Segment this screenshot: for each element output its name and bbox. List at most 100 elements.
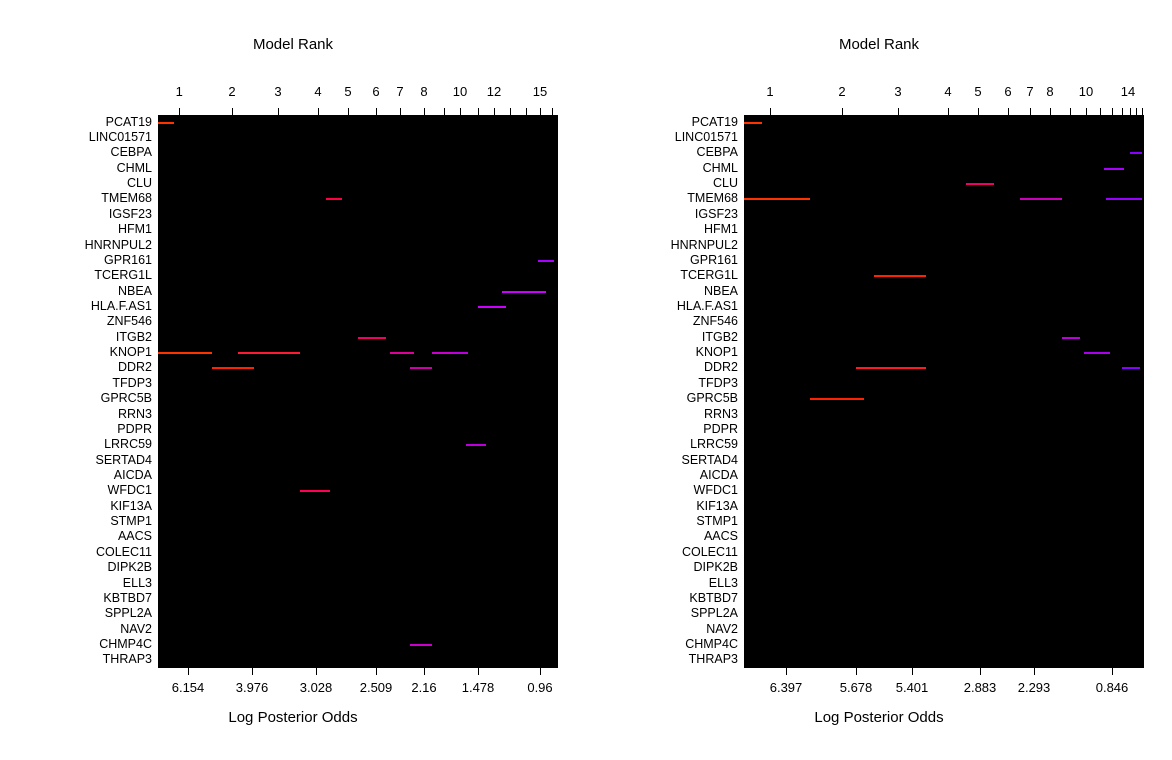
top-tick-mark [1130,108,1131,115]
top-tick-mark [1030,108,1031,115]
y-axis-label: SPPL2A [691,606,738,620]
top-tick-label: 8 [420,84,427,99]
plot-area [158,115,558,668]
y-axis-label: GPRC5B [687,391,738,405]
top-tick-label: 15 [533,84,547,99]
top-tick-mark [1122,108,1123,115]
heatmap-segment [300,490,330,492]
y-axis-label: TCERG1L [680,268,738,282]
y-axis-label: GPR161 [104,253,152,267]
bottom-tick-mark [376,668,377,675]
top-tick-label: 5 [974,84,981,99]
y-axis-label: CHML [703,161,738,175]
bottom-tick-mark [316,668,317,675]
top-tick-label: 12 [487,84,501,99]
y-axis-label: AICDA [700,468,738,482]
bottom-tick-mark [540,668,541,675]
y-axis-label: IGSF23 [109,207,152,221]
y-axis-label: HFM1 [704,222,738,236]
y-axis-label: HLA.F.AS1 [677,299,738,313]
bottom-tick-mark [786,668,787,675]
y-axis-label: HFM1 [118,222,152,236]
panel-right: Model Rank Log Posterior Odds PCAT19LINC… [586,0,1172,760]
bottom-tick-label: 1.478 [462,680,495,695]
top-tick-mark [842,108,843,115]
y-axis-label: THRAP3 [689,652,738,666]
y-axis-label: COLEC11 [96,545,152,559]
bottom-tick-mark [188,668,189,675]
y-axis-label: PCAT19 [692,115,738,129]
y-axis-label: LINC01571 [89,130,152,144]
y-axis-label: TFDP3 [698,376,738,390]
top-tick-mark [1142,108,1143,115]
bottom-tick-label: 0.96 [527,680,552,695]
y-axis-label: KBTBD7 [103,591,152,605]
heatmap-segment [810,398,864,400]
y-axis-label: HNRNPUL2 [85,238,152,252]
top-tick-mark [278,108,279,115]
heatmap-segment [1020,198,1062,200]
heatmap-segment [358,337,386,339]
top-tick-mark [1136,108,1137,115]
top-tick-label: 5 [344,84,351,99]
y-axis-label: DDR2 [704,360,738,374]
y-axis-label: TMEM68 [687,191,738,205]
heatmap-segment [410,644,432,646]
bottom-axis-title-left: Log Posterior Odds [0,709,586,726]
top-tick-mark [770,108,771,115]
y-axis-label: NBEA [118,284,152,298]
y-axis-label: CEBPA [111,145,152,159]
plot-area [744,115,1144,668]
top-tick-label: 3 [274,84,281,99]
bottom-tick-mark [856,668,857,675]
y-axis-label: THRAP3 [103,652,152,666]
top-tick-mark [1086,108,1087,115]
top-tick-mark [179,108,180,115]
top-tick-mark [1050,108,1051,115]
y-axis-label: SERTAD4 [681,453,738,467]
top-tick-label: 10 [1079,84,1093,99]
y-axis-label: ELL3 [709,576,738,590]
y-axis-label: IGSF23 [695,207,738,221]
heatmap-segment [1104,168,1124,170]
top-tick-mark [444,108,445,115]
heatmap-segment [874,275,926,277]
heatmap-segment [390,352,414,354]
bottom-tick-label: 6.397 [770,680,803,695]
y-axis-label: KBTBD7 [689,591,738,605]
top-tick-mark [400,108,401,115]
y-axis-label: ITGB2 [116,330,152,344]
top-tick-label: 1 [766,84,773,99]
y-axis-label: ZNF546 [107,314,152,328]
top-tick-label: 6 [1004,84,1011,99]
heatmap-segment [856,367,926,369]
bottom-tick-label: 0.846 [1096,680,1129,695]
panels-container: Model Rank Log Posterior Odds PCAT19LINC… [0,0,1172,760]
top-tick-mark [898,108,899,115]
y-axis-label: AACS [118,529,152,543]
y-axis-label: CLU [713,176,738,190]
y-axis-label: PCAT19 [106,115,152,129]
bottom-tick-label: 2.509 [360,680,393,695]
bottom-tick-mark [478,668,479,675]
top-tick-mark [318,108,319,115]
top-tick-label: 7 [396,84,403,99]
bottom-tick-mark [424,668,425,675]
heatmap-segment [1130,152,1142,154]
heatmap-segment [410,367,432,369]
heatmap-segment [326,198,342,200]
y-axis-label: NAV2 [120,622,152,636]
heatmap-segment [452,352,468,354]
top-tick-label: 8 [1046,84,1053,99]
top-tick-mark [526,108,527,115]
bottom-tick-label: 3.976 [236,680,269,695]
top-tick-mark [424,108,425,115]
y-axis-label: HLA.F.AS1 [91,299,152,313]
y-axis-label: PDPR [117,422,152,436]
y-axis-label: WFDC1 [694,483,738,497]
heatmap-segment [432,352,452,354]
y-axis-label: TCERG1L [94,268,152,282]
y-axis-label: HNRNPUL2 [671,238,738,252]
y-axis-label: STMP1 [696,514,738,528]
top-tick-mark [1070,108,1071,115]
